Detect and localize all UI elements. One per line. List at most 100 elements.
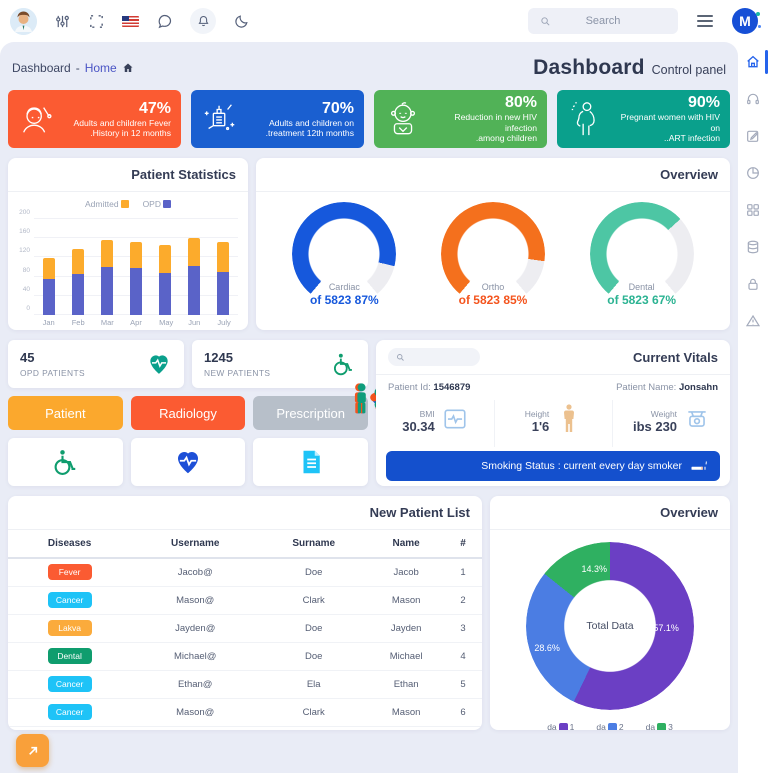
sidebar-rail [738,42,768,773]
gauge-ortho: Ortho of 5823 85% [354,202,558,414]
sidebar-item-headphones[interactable] [745,91,761,107]
document-icon [303,450,320,474]
home-icon [123,63,133,72]
donut-legend: da 1 da 2 da 3 [490,722,730,730]
bar-mar [100,239,113,315]
new-patient-list-panel: New Patient List Diseases Username Surname… [8,496,482,730]
table-row[interactable]: Cancer Mason@ Clark Mason 2 [8,586,482,615]
search-icon [541,16,550,25]
bell-icon [196,14,211,29]
table-row[interactable]: Fever Jacob@ Doe Jacob 1 [8,558,482,587]
menu-icon[interactable] [695,11,715,31]
sidebar-item-lock[interactable] [745,276,761,292]
disease-badge: Lakva [47,620,92,636]
donut-legend-item: da 2 [596,722,624,730]
sidebar-item-database[interactable] [745,239,761,255]
table-row[interactable]: Lakva Jayden@ Doe Jayden 3 [8,614,482,643]
disease-badge: Cancer [47,676,92,692]
sidebar-item-edit[interactable] [745,128,761,144]
vaccine-icon [201,99,239,139]
fever-icon [18,99,56,139]
new-patient-list-title: New Patient List [8,496,482,530]
table-row[interactable]: Cancer Ethan@ Ela Ethan 5 [8,670,482,699]
heart-pulse-icon [177,451,198,474]
patient-icon-card[interactable] [8,438,123,486]
stat-card-pregnant[interactable]: 90% Pregnant women with HIV on ..ART inf… [557,90,730,148]
search-input[interactable] [528,8,678,34]
main-content: Dashboard - Home Dashboard Control panel… [0,42,738,773]
donut-chart: Total Data 57.1% 28.6% 14.3% [526,542,694,710]
page-subtitle: Control panel [651,63,726,77]
sidebar-item-home[interactable] [745,50,768,74]
user-avatar[interactable] [10,7,37,35]
breadcrumb-root[interactable]: Dashboard [12,61,71,75]
tab-prescription[interactable]: Prescription [253,396,368,430]
search-icon [397,353,404,361]
sidebar-item-pie-chart[interactable] [745,165,761,181]
launch-button[interactable] [16,734,49,767]
cigarette-icon [691,461,707,470]
breadcrumb-current[interactable]: Home [84,61,117,75]
weight-cell: Weight ibs 230 [612,400,730,447]
stat-card-fever[interactable]: 47% Adults and children Fever .History i… [8,90,181,148]
topbar: M [0,0,768,42]
patient-table: Diseases Username Surname Name # Fever Jacob@… [8,530,482,727]
bar-may [159,244,172,315]
stat-card-hiv-children[interactable]: 80% Reduction in new HIV infection .amon… [374,90,547,148]
moon-icon[interactable] [233,13,250,30]
sliders-icon[interactable] [54,13,71,30]
tab-radiology[interactable]: Radiology [130,396,246,430]
radiology-icon-card[interactable] [130,438,246,486]
legend-opd: OPD [143,199,171,209]
disease-badge: Cancer [47,592,92,608]
bar-jun [188,237,201,315]
smoking-status-banner[interactable]: Smoking Status : current every day smoke… [386,451,720,481]
baby-icon [384,99,422,139]
column-header: Name [368,530,445,559]
stat-cards-row: 47% Adults and children Fever .History i… [8,90,730,148]
legend-admitted: Admitted [85,199,129,209]
prescription-icon-card[interactable] [253,438,368,486]
scale-icon [684,404,710,439]
new-patients-card[interactable]: 1245 NEW PATIENTS [192,340,368,388]
table-row[interactable]: Dental Michael@ Doe Michael 4 [8,642,482,671]
app-logo[interactable]: M [732,8,761,34]
notifications-button[interactable] [190,8,216,34]
column-header: Surname [259,530,369,559]
current-vitals-title: Current Vitals [632,349,718,365]
height-cell: Height 1'6 [494,400,612,447]
vitals-search-box[interactable] [388,348,480,366]
tab-patient[interactable]: Patient [8,396,123,430]
stat-card-treatment[interactable]: 70% Adults and children on .treatment 12… [191,90,364,148]
body-icon [556,404,582,439]
bar-apr [129,242,142,315]
opd-patients-card[interactable]: 45 OPD PATIENTS [8,340,184,388]
patient-statistics-panel: Patient Statistics Admitted OPD 0 40 80 120 1… [8,158,248,330]
bar-chart: 0 40 80 120 160 200 [19,209,238,315]
chat-icon[interactable] [156,13,173,30]
heart-pulse-icon [146,351,172,377]
wheelchair-icon [54,450,76,475]
pregnant-icon [567,99,605,139]
current-vitals-panel: Current Vitals Patient Id: 1546879 Patie… [376,340,730,486]
overview-gauges-panel: Overview Cardiac of 5823 87% Ortho [256,158,730,414]
table-row[interactable]: Cancer Mason@ Clark Mason 6 [8,698,482,727]
sidebar-item-warning[interactable] [745,313,761,329]
wheelchair-icon [330,351,356,377]
bar-feb [71,248,84,315]
disease-badge: Cancer [47,704,92,720]
gauge-row: Cardiac of 5823 87% Ortho of 5823 85% [256,192,730,414]
action-tabs: Patient Radiology Prescription [8,396,368,430]
bar-chart-categories: Jan Feb Mar Apr May Jun July [42,318,231,327]
page-title: Dashboard [533,56,645,79]
arrow-up-right-icon [28,746,37,755]
disease-badge: Fever [47,564,92,581]
donut-center-label: Total Data [586,620,634,632]
fullscreen-icon[interactable] [88,13,105,30]
sidebar-item-grid[interactable] [745,202,761,218]
search-box[interactable] [528,8,678,34]
overview-donut-title: Overview [490,496,730,530]
donut-legend-item: da 1 [547,722,575,730]
us-flag-icon[interactable] [122,13,139,30]
left-stack: 45 OPD PATIENTS 1245 NEW PATIENTS [8,340,368,486]
